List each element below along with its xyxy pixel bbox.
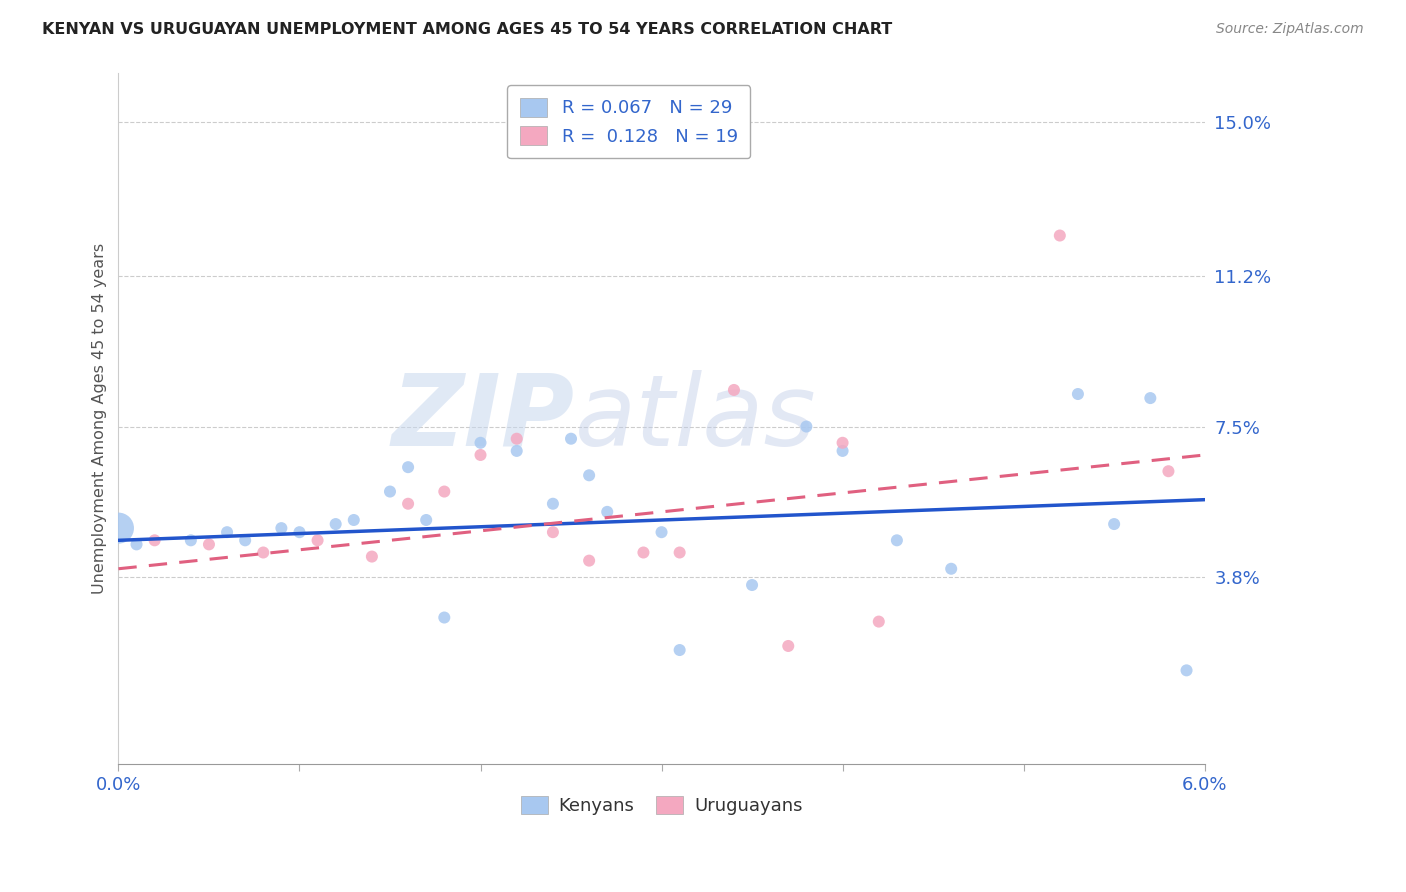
Point <box>560 432 582 446</box>
Point <box>668 545 690 559</box>
Point <box>578 554 600 568</box>
Point <box>831 444 853 458</box>
Point <box>723 383 745 397</box>
Point <box>470 448 492 462</box>
Point <box>361 549 384 564</box>
Point <box>288 525 311 540</box>
Point <box>270 521 292 535</box>
Point <box>541 525 564 540</box>
Point <box>215 525 238 540</box>
Point <box>125 537 148 551</box>
Point <box>307 533 329 548</box>
Point <box>1102 517 1125 532</box>
Point <box>668 643 690 657</box>
Text: ZIP: ZIP <box>392 370 575 467</box>
Point <box>831 435 853 450</box>
Point <box>506 432 529 446</box>
Point <box>252 545 274 559</box>
Text: Source: ZipAtlas.com: Source: ZipAtlas.com <box>1216 22 1364 37</box>
Point <box>741 578 763 592</box>
Text: atlas: atlas <box>575 370 817 467</box>
Point <box>378 484 401 499</box>
Point <box>143 533 166 548</box>
Point <box>415 513 437 527</box>
Point <box>325 517 347 532</box>
Point <box>778 639 800 653</box>
Point <box>578 468 600 483</box>
Point <box>343 513 366 527</box>
Point <box>941 562 963 576</box>
Point <box>396 497 419 511</box>
Point <box>633 545 655 559</box>
Text: KENYAN VS URUGUAYAN UNEMPLOYMENT AMONG AGES 45 TO 54 YEARS CORRELATION CHART: KENYAN VS URUGUAYAN UNEMPLOYMENT AMONG A… <box>42 22 893 37</box>
Point <box>886 533 908 548</box>
Point <box>868 615 890 629</box>
Point <box>541 497 564 511</box>
Point <box>1175 664 1198 678</box>
Point <box>1067 387 1090 401</box>
Point <box>651 525 673 540</box>
Point <box>796 419 818 434</box>
Point <box>396 460 419 475</box>
Legend: Kenyans, Uruguayans: Kenyans, Uruguayans <box>512 787 811 824</box>
Point <box>506 444 529 458</box>
Y-axis label: Unemployment Among Ages 45 to 54 years: Unemployment Among Ages 45 to 54 years <box>93 243 107 594</box>
Point <box>233 533 256 548</box>
Point <box>1139 391 1161 405</box>
Point <box>180 533 202 548</box>
Point <box>1157 464 1180 478</box>
Point <box>107 521 129 535</box>
Point <box>596 505 619 519</box>
Point <box>1049 228 1071 243</box>
Point <box>198 537 221 551</box>
Point <box>470 435 492 450</box>
Point <box>433 484 456 499</box>
Point <box>433 610 456 624</box>
